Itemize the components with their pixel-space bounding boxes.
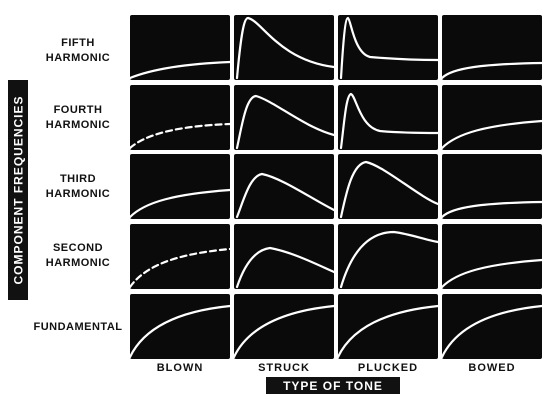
curve-peak-low: [235, 172, 336, 219]
panel-fifth-struck: [234, 15, 336, 80]
row-label-second: SECOND HARMONIC: [45, 242, 111, 269]
panel-third-blown: [128, 154, 232, 219]
curve-peak-tall-round: [339, 160, 440, 219]
curve-spike-sharp: [339, 16, 440, 80]
curve-rise-full: [128, 304, 232, 359]
panel-background: [234, 154, 334, 219]
x-axis-label-box: TYPE OF TONE: [266, 377, 400, 394]
panel-fundamental-struck: [232, 294, 336, 359]
curve-rise-small: [440, 61, 543, 80]
panel-background: [130, 15, 230, 80]
panel-fundamental-blown: [128, 294, 232, 359]
panel-background: [130, 294, 230, 359]
curve-hump-broad: [339, 230, 440, 289]
panel-second-blown: [128, 224, 232, 289]
panel-fundamental-plucked: [336, 294, 440, 359]
panel-second-plucked: [338, 224, 440, 289]
panel-background: [130, 154, 230, 219]
panel-background: [338, 15, 438, 80]
panel-background: [338, 154, 438, 219]
panel-fundamental-bowed: [440, 294, 543, 359]
curve-rise-full: [232, 304, 336, 359]
panel-background: [234, 294, 334, 359]
curve-rise-mid: [440, 119, 543, 150]
curve-rise-mid: [128, 188, 232, 219]
curve-rise-dashed: [128, 122, 232, 150]
curve-spike-mid: [339, 92, 440, 150]
curve-rise-dashed-high: [128, 247, 232, 289]
curve-rise-mid: [440, 258, 543, 289]
curve-rise-low: [128, 60, 232, 80]
panel-fourth-bowed: [440, 85, 543, 150]
panel-fourth-plucked: [338, 85, 440, 150]
column-label-struck: STRUCK: [258, 362, 310, 374]
panel-third-struck: [234, 154, 336, 219]
panel-background: [130, 85, 230, 150]
panel-fifth-bowed: [440, 15, 543, 80]
panel-background: [442, 294, 542, 359]
panel-fourth-struck: [234, 85, 336, 150]
curve-rise-full: [336, 304, 440, 359]
column-label-blown: BLOWN: [156, 362, 204, 374]
curve-peak-high-fast: [235, 16, 336, 80]
panel-background: [234, 224, 334, 289]
row-label-fundamental: FUNDAMENTAL: [33, 321, 123, 333]
y-axis-label-box: COMPONENT FREQUENCIES: [8, 80, 28, 300]
panel-third-plucked: [338, 154, 440, 219]
panel-background: [442, 85, 542, 150]
panel-fourth-blown: [128, 85, 232, 150]
column-label-plucked: PLUCKED: [357, 362, 419, 374]
curve-rise-full: [440, 304, 543, 359]
row-label-fifth: FIFTH HARMONIC: [45, 37, 111, 64]
panel-fifth-plucked: [338, 15, 440, 80]
panel-second-bowed: [440, 224, 543, 289]
row-label-fourth: FOURTH HARMONIC: [45, 104, 111, 131]
x-axis-label: TYPE OF TONE: [283, 378, 383, 393]
panel-background: [338, 224, 438, 289]
panel-fifth-blown: [128, 15, 232, 80]
curve-rise-small: [440, 200, 543, 219]
panel-background: [442, 224, 542, 289]
curve-peak-mid: [235, 94, 336, 150]
panel-background: [234, 85, 334, 150]
panel-background: [338, 294, 438, 359]
panel-third-bowed: [440, 154, 543, 219]
row-label-third: THIRD HARMONIC: [45, 173, 111, 200]
curve-hump-low: [235, 246, 336, 289]
column-label-bowed: BOWED: [468, 362, 516, 374]
panel-second-struck: [234, 224, 336, 289]
